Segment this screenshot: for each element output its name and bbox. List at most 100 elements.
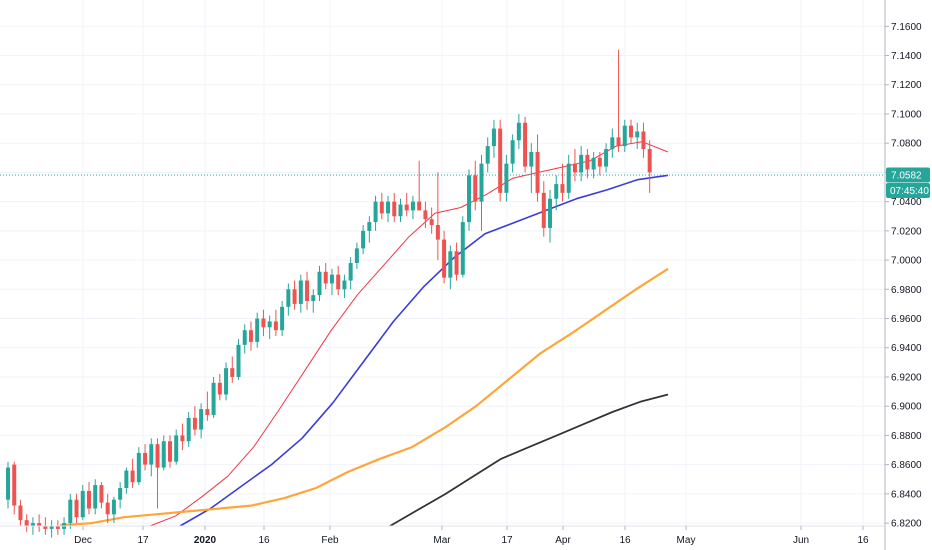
ma20-line (149, 141, 669, 527)
candle-body (467, 175, 472, 223)
candle (329, 268, 334, 296)
candle (354, 242, 359, 269)
ma200-line (389, 393, 669, 527)
candle-body (435, 225, 440, 240)
candle-body (473, 175, 478, 202)
candle (323, 263, 328, 290)
candle-body (236, 344, 241, 377)
candle-body (429, 219, 434, 226)
candle-body (454, 251, 459, 275)
price-tick-label: 6.9800 (891, 285, 922, 296)
ma50-line (179, 174, 669, 527)
candle-body (136, 452, 141, 483)
candle-body (410, 201, 415, 211)
time-tick-label: Mar (433, 535, 451, 546)
candle-body (155, 444, 160, 468)
candle-body (510, 140, 515, 164)
candle-body (298, 280, 303, 304)
candle (149, 438, 154, 477)
candle (273, 309, 278, 337)
candle-body (24, 520, 29, 526)
candle (591, 151, 596, 179)
candle-body (329, 274, 334, 284)
candle-body (174, 435, 179, 462)
candle-body (18, 505, 23, 521)
candle-body (68, 499, 73, 524)
candle (379, 192, 384, 220)
time-tick-label: Dec (74, 535, 92, 546)
candle-body (292, 289, 297, 304)
candle (566, 154, 571, 199)
candle-body (629, 125, 633, 138)
candle-body (205, 409, 210, 415)
price-tick-label: 6.9000 (891, 402, 922, 413)
time-tick-label: Apr (555, 535, 571, 546)
candle (410, 195, 415, 220)
price-tick-label: 6.9200 (891, 372, 922, 383)
candle (516, 113, 521, 150)
candle (286, 283, 291, 316)
candle (161, 435, 166, 471)
candle-body (529, 151, 534, 167)
candle-body (635, 131, 640, 138)
candle (248, 321, 253, 351)
candle-body (93, 485, 98, 509)
price-tick-label: 7.0800 (891, 139, 922, 150)
candle (386, 195, 391, 223)
candle-body (548, 198, 553, 228)
time-tick-label: Feb (321, 535, 339, 546)
candle (305, 271, 310, 310)
candle-body (485, 146, 490, 164)
candle (111, 496, 116, 524)
candle-body (149, 444, 154, 465)
candle-body (111, 499, 116, 515)
candle (217, 374, 222, 401)
candle-body (641, 131, 646, 150)
candle-body (6, 467, 10, 500)
price-tick-label: 7.0400 (891, 197, 922, 208)
time-tick-label: 16 (258, 535, 270, 546)
candle-body (404, 204, 409, 211)
candle-body (74, 499, 79, 518)
candle-body (286, 289, 291, 307)
candle (280, 300, 285, 337)
candle (597, 151, 602, 176)
candle (242, 324, 247, 354)
time-tick-label: 2020 (194, 535, 217, 546)
candle (93, 479, 98, 515)
candle-body (491, 128, 496, 147)
candle (498, 119, 503, 202)
candle (523, 116, 528, 173)
candle (12, 461, 17, 515)
time-axis[interactable]: Dec 17 2020 16 Feb Mar 17 Apr 16 May Jun 16 (74, 526, 869, 546)
candle-body (535, 151, 540, 193)
candle-body (230, 368, 235, 377)
candlestick-series (6, 49, 652, 538)
candle-body (342, 280, 347, 290)
price-axis[interactable]: 7.16007.14007.12007.10007.08007.06007.04… (885, 22, 922, 530)
candle (155, 438, 160, 509)
candle (504, 154, 509, 202)
candle-body (442, 239, 447, 278)
candle (105, 493, 110, 524)
candle-body (192, 417, 197, 430)
candle-body (579, 154, 584, 173)
candle-body (99, 485, 104, 503)
candle (560, 163, 565, 202)
candle (454, 242, 459, 281)
candle (429, 207, 434, 234)
candle-body (143, 452, 148, 465)
grid-lines (0, 0, 885, 526)
price-tick-label: 6.9600 (891, 314, 922, 325)
price-tick-label: 6.8200 (891, 519, 922, 530)
candle (74, 493, 79, 524)
candle (143, 444, 148, 471)
candle-body (217, 382, 222, 395)
candle-body (267, 321, 272, 328)
candle-body (336, 274, 341, 290)
candle (541, 181, 546, 237)
candle (423, 201, 428, 228)
candle-body (597, 157, 602, 167)
candle (473, 160, 478, 211)
